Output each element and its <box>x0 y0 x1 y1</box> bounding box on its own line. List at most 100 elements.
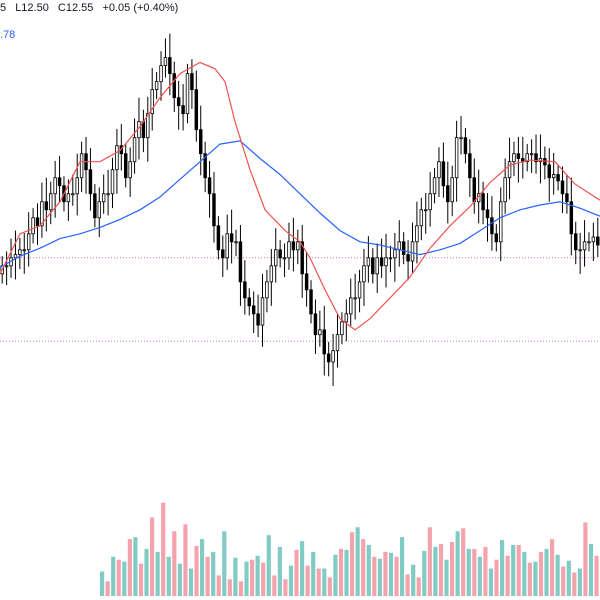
candle-down <box>463 137 468 155</box>
candle-down <box>168 57 172 75</box>
candle-down <box>35 217 40 227</box>
candle-down <box>199 129 203 155</box>
volume-bar-down <box>461 528 466 596</box>
volume-bar-up <box>355 527 360 596</box>
candle-down <box>596 236 600 246</box>
volume-bar-up <box>488 568 494 596</box>
candle-down <box>569 201 574 235</box>
volume-bars <box>100 502 599 596</box>
volume-bar-down <box>572 572 577 596</box>
candle-up <box>375 257 379 275</box>
candle-down <box>291 241 296 251</box>
candle-up <box>362 265 366 283</box>
candle-down <box>446 185 450 203</box>
volume-bar-down <box>594 555 599 596</box>
volume-bar-up <box>333 554 338 596</box>
candle-up <box>225 233 229 259</box>
candle-down <box>309 289 313 315</box>
volume-bar-down <box>105 581 110 596</box>
candle-down <box>556 174 560 182</box>
candle-down <box>176 97 181 107</box>
candle-down <box>379 257 384 267</box>
candle-up <box>13 254 18 259</box>
volume-bar-up <box>188 568 194 596</box>
volume-bar-down <box>161 502 166 596</box>
volume-bar-up <box>377 558 382 596</box>
volume-bar-down <box>527 562 532 596</box>
volume-bar-down <box>316 568 321 596</box>
candle-down <box>574 233 578 251</box>
candle-down <box>485 209 490 219</box>
candle-up <box>529 153 534 156</box>
candle-up <box>410 241 415 262</box>
volume-bar-down <box>550 539 555 596</box>
candle-up <box>450 177 454 203</box>
candle-up <box>366 257 371 267</box>
candle-down <box>401 241 406 256</box>
candle-up <box>507 161 512 179</box>
volume-bar-down <box>516 544 521 596</box>
volume-bar-down <box>250 559 255 596</box>
candle-up <box>185 73 190 115</box>
candle-up <box>110 169 115 195</box>
candle-up <box>388 257 393 260</box>
volume-bar-down <box>472 548 477 596</box>
candle-down <box>172 73 176 99</box>
candle-up <box>269 265 274 283</box>
volume-bar-up <box>111 556 116 596</box>
candle-down <box>44 201 49 211</box>
candle-up <box>287 241 291 259</box>
candle-up <box>75 177 79 195</box>
legend-close: C12.55 <box>57 2 94 14</box>
candle-down <box>494 233 499 243</box>
candle-up <box>234 241 238 244</box>
volume-bar-up <box>155 551 160 596</box>
volume-bar-down <box>327 577 332 596</box>
volume-bar-up <box>277 546 282 596</box>
candle-up <box>551 174 556 179</box>
candle-down <box>251 305 256 315</box>
volume-bar-down <box>127 539 132 596</box>
candle-up <box>132 137 137 163</box>
volume-bar-down <box>238 581 244 596</box>
candle-up <box>282 257 287 260</box>
candle-up <box>335 334 340 352</box>
volume-bar-up <box>177 563 182 596</box>
candle-up <box>146 113 150 139</box>
volume-bar-down <box>427 527 432 596</box>
candle-down <box>57 177 62 187</box>
volume-bar-down <box>538 551 544 596</box>
candle-up <box>344 313 349 323</box>
candle-down <box>406 254 410 262</box>
candle-down <box>141 121 146 139</box>
volume-bar-down <box>205 556 210 596</box>
candle-up <box>106 193 110 196</box>
legend-change: +0.05 (+0.40%) <box>102 2 179 14</box>
volume-bar-down <box>505 555 510 596</box>
volume-bar-up <box>311 551 316 596</box>
candle-down <box>256 313 260 326</box>
volume-bar-up <box>388 552 394 596</box>
candle-down <box>304 273 309 291</box>
volume-bar-down <box>350 532 355 596</box>
candle-up <box>415 225 419 243</box>
volume-bar-down <box>294 549 299 596</box>
volume-bar-down <box>438 544 444 596</box>
volume-bar-up <box>122 561 127 596</box>
ma-fast-line <box>0 61 600 331</box>
volume-bar-up <box>244 561 249 596</box>
volume-bar-up <box>133 537 138 596</box>
candle-up <box>79 153 84 179</box>
candlesticks <box>0 33 600 386</box>
candle-up <box>128 161 132 179</box>
candle-up <box>159 65 163 83</box>
candle-up <box>71 193 75 196</box>
volume-bar-up <box>500 540 505 596</box>
candle-up <box>459 137 463 140</box>
candle-up <box>349 297 353 315</box>
candle-up <box>525 153 529 163</box>
candle-up <box>419 209 424 227</box>
volume-bar-down <box>272 575 277 596</box>
candle-up <box>49 193 53 211</box>
